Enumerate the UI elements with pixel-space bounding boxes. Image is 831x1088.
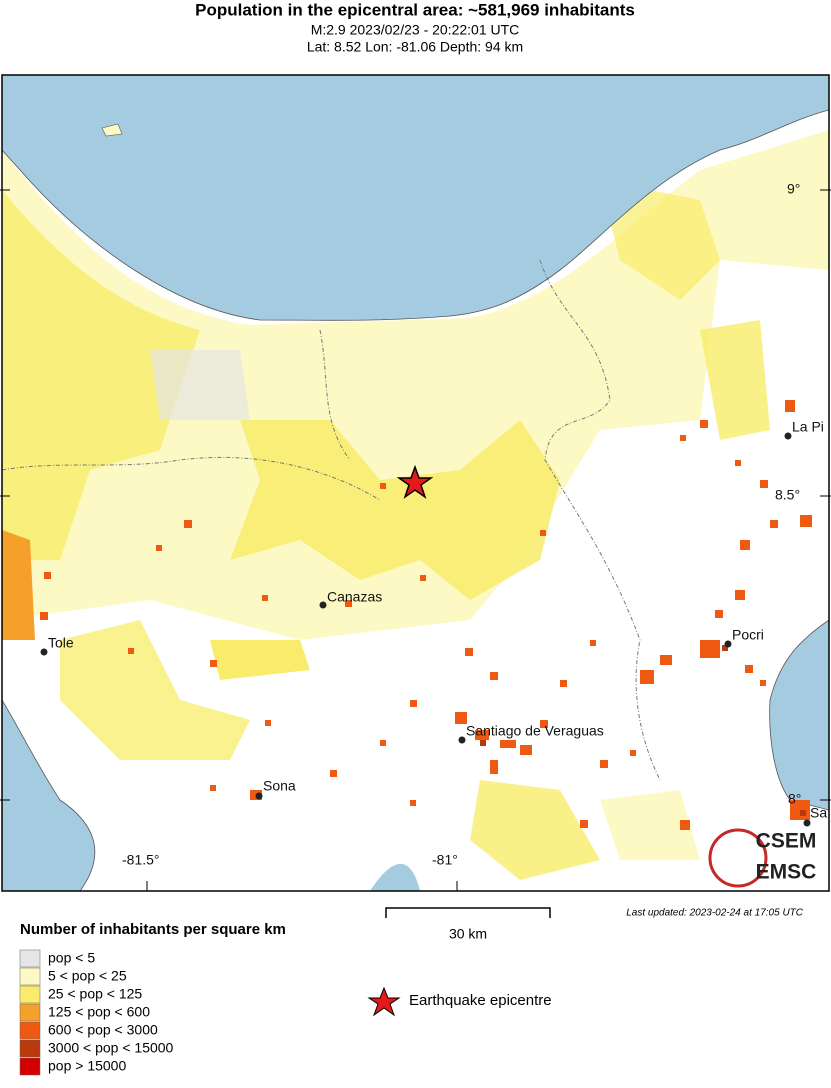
last-updated: Last updated: 2023-02-24 at 17:05 UTC [626,908,804,919]
legend-swatch [19,1021,41,1040]
legend-label: 600 < pop < 3000 [48,1022,158,1038]
lon-label: -81.5° [122,852,160,868]
title: Population in the epicentral area: ~581,… [195,0,635,19]
legend-swatch [19,1057,41,1076]
legend-label: pop < 5 [48,950,95,966]
legend-title: Number of inhabitants per square km [20,921,286,938]
city-label: Sa [810,805,827,821]
legend: pop < 5 5 < pop < 25 25 < pop < 125 125 < p… [19,949,174,1076]
city-label: Canazas [327,589,382,605]
legend-label: 25 < pop < 125 [48,986,142,1002]
city-label: Sona [263,778,296,794]
legend-label: pop > 15000 [48,1058,126,1074]
subtitle: M:2.9 2023/02/23 - 20:22:01 UTC [311,22,520,38]
city-labels: La Pi Canazas Tole Pocri Santiago de Ver… [48,419,827,821]
scale-bar [385,907,551,918]
city-label: Tole [48,635,74,651]
legend-label: 3000 < pop < 15000 [48,1040,174,1056]
map: La Pi Canazas Tole Pocri Santiago de Ver… [2,75,829,891]
legend-swatch [19,1039,41,1058]
location: Lat: 8.52 Lon: -81.06 Depth: 94 km [307,39,523,55]
lat-label: 8.5° [775,487,800,503]
legend-label: 5 < pop < 25 [48,968,127,984]
logo-text: EMSC [756,861,817,884]
legend-star [367,986,401,1017]
logo-text: CSEM [756,830,817,853]
city-label: Santiago de Veraguas [466,723,604,739]
legend-swatch [19,1003,41,1022]
legend-epicentre: Earthquake epicentre [409,992,552,1009]
legend-swatch [19,949,41,968]
lat-label: 8° [788,791,801,807]
lat-label: 9° [787,181,800,197]
epicentre-star [396,464,434,499]
legend-label: 125 < pop < 600 [48,1004,150,1020]
city-label: La Pi [792,419,824,435]
legend-swatch [19,985,41,1004]
legend-swatch [19,967,41,986]
scale-label: 30 km [449,926,487,942]
lon-label: -81° [432,852,458,868]
city-label: Pocri [732,627,764,643]
